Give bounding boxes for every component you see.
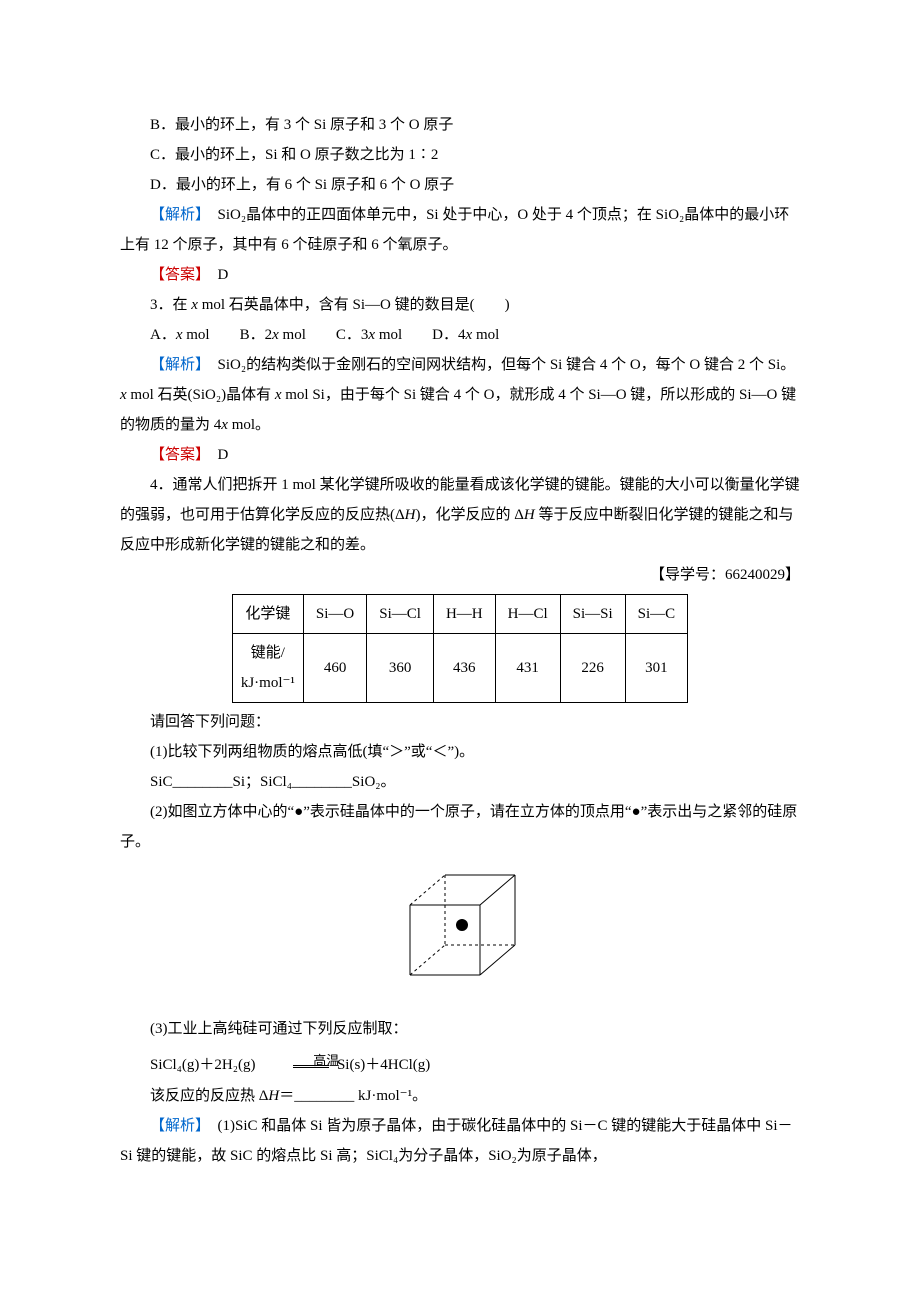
analysis-text: SiO₂晶体中的正四面体单元中，Si 处于中心，O 处于 4 个顶点；在 SiO… bbox=[120, 207, 789, 253]
analysis-label: 【解析】 bbox=[150, 207, 203, 223]
table-cell: 360 bbox=[367, 634, 434, 703]
option-c: C．最小的环上，Si 和 O 原子数之比为 1∶2 bbox=[120, 140, 800, 170]
table-header: Si—O bbox=[303, 595, 366, 634]
table-header: H—H bbox=[433, 595, 495, 634]
question-part-3: (3)工业上高纯硅可通过下列反应制取： bbox=[120, 1014, 800, 1044]
questions-intro: 请回答下列问题： bbox=[120, 707, 800, 737]
equation-arrow: 高温 bbox=[293, 1065, 329, 1068]
analysis-label: 【解析】 bbox=[150, 1118, 203, 1134]
explanation-3: 【解析】 SiO₂的结构类似于金刚石的空间网状结构，但每个 Si 键合 4 个 … bbox=[120, 350, 800, 440]
table-header: H—Cl bbox=[495, 595, 560, 634]
analysis-label: 【解析】 bbox=[150, 357, 203, 373]
answer-text: D bbox=[203, 447, 229, 463]
answer-text: D bbox=[203, 267, 229, 283]
table-row: 键能/ kJ·mol⁻¹ 460 360 436 431 226 301 bbox=[232, 634, 687, 703]
guide-number: 【导学号：66240029】 bbox=[120, 560, 800, 590]
answer-3: 【答案】 D bbox=[120, 440, 800, 470]
table-header: Si—Si bbox=[560, 595, 625, 634]
question-part-1-fill: SiC________Si；SiCl₄________SiO₂。 bbox=[120, 767, 800, 797]
question-4-stem: 4．通常人们把拆开 1 mol 某化学键所吸收的能量看成该化学键的键能。键能的大… bbox=[120, 470, 800, 560]
answer-1: 【答案】 D bbox=[120, 260, 800, 290]
table-cell: 431 bbox=[495, 634, 560, 703]
table-row-label: 键能/ kJ·mol⁻¹ bbox=[232, 634, 303, 703]
cube-svg bbox=[390, 865, 530, 995]
option-b: B．最小的环上，有 3 个 Si 原子和 3 个 O 原子 bbox=[120, 110, 800, 140]
explanation-1: 【解析】 SiO₂晶体中的正四面体单元中，Si 处于中心，O 处于 4 个顶点；… bbox=[120, 200, 800, 260]
table-header-label: 化学键 bbox=[232, 595, 303, 634]
table-cell: 460 bbox=[303, 634, 366, 703]
table-header: Si—Cl bbox=[367, 595, 434, 634]
answer-label: 【答案】 bbox=[150, 447, 203, 463]
question-3-options: A．x mol B．2x mol C．3x mol D．4x mol bbox=[120, 320, 800, 350]
opt-a-head: A． bbox=[150, 327, 176, 343]
table-cell: 301 bbox=[625, 634, 688, 703]
question-part-2: (2)如图立方体中心的“●”表示硅晶体中的一个原子，请在立方体的顶点用“●”表示… bbox=[120, 797, 800, 857]
table-header: Si—C bbox=[625, 595, 688, 634]
option-d: D．最小的环上，有 6 个 Si 原子和 6 个 O 原子 bbox=[120, 170, 800, 200]
bond-energy-table: 化学键 Si—O Si—Cl H—H H—Cl Si—Si Si—C 键能/ k… bbox=[232, 594, 688, 703]
question-part-3-q: 该反应的反应热 ΔH＝________ kJ·mol⁻¹。 bbox=[120, 1081, 800, 1111]
question-part-1: (1)比较下列两组物质的熔点高低(填“＞”或“＜”)。 bbox=[120, 737, 800, 767]
table-row: 化学键 Si—O Si—Cl H—H H—Cl Si—Si Si—C bbox=[232, 595, 687, 634]
explanation-4: 【解析】 (1)SiC 和晶体 Si 皆为原子晶体，由于碳化硅晶体中的 Si－C… bbox=[120, 1111, 800, 1171]
reaction-equation: SiCl₄(g)＋2H₂(g) 高温 Si(s)＋4HCl(g) bbox=[120, 1050, 800, 1081]
question-3-stem: 3．在 x mol 石英晶体中，含有 Si—O 键的数目是( ) bbox=[120, 290, 800, 320]
cube-diagram bbox=[120, 865, 800, 1006]
answer-label: 【答案】 bbox=[150, 267, 203, 283]
table-cell: 436 bbox=[433, 634, 495, 703]
table-cell: 226 bbox=[560, 634, 625, 703]
